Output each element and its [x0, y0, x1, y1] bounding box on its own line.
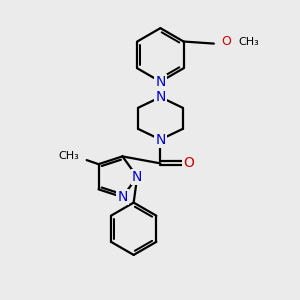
Text: N: N — [132, 170, 142, 184]
Text: N: N — [155, 133, 166, 147]
Text: CH₃: CH₃ — [238, 37, 259, 47]
Text: N: N — [117, 190, 128, 204]
Text: N: N — [155, 75, 166, 88]
Text: CH₃: CH₃ — [58, 151, 79, 161]
Text: O: O — [221, 35, 231, 48]
Text: O: O — [183, 156, 194, 170]
Text: N: N — [155, 90, 166, 104]
